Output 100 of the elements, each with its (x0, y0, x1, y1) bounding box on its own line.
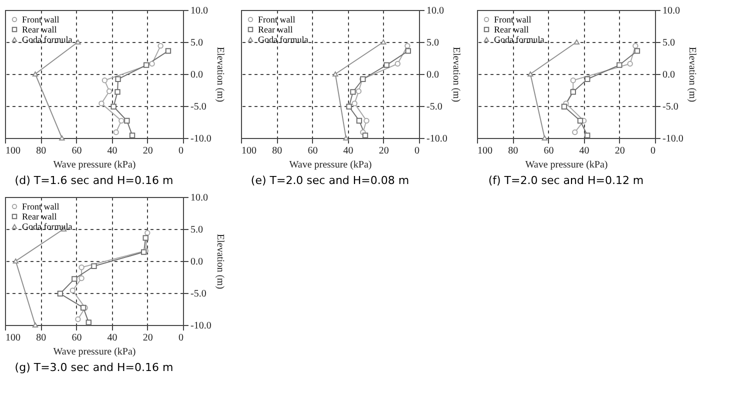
point (70, 288, 76, 294)
point (75, 39, 81, 45)
point (98, 100, 104, 106)
x-tick-label: 60 (308, 146, 318, 156)
x-axis-title: Wave pressure (kPa) (525, 160, 608, 170)
point (143, 62, 150, 68)
point (584, 132, 590, 138)
point (113, 129, 119, 136)
x-axis-title: Wave pressure (kPa) (53, 346, 136, 358)
point (616, 62, 622, 68)
x-tick-label: 40 (579, 146, 590, 156)
y-tick-label: 5.0 (190, 224, 203, 236)
x-tick-label: 20 (142, 146, 153, 156)
y-tick-label: 0.0 (190, 256, 203, 268)
text: (d) T=1.6 sec and H=0.16 m (14, 174, 174, 187)
y-tick-label: -10.0 (662, 134, 684, 144)
point (380, 39, 386, 45)
legend-label: Rear wall (494, 24, 530, 34)
x-tick-label: 20 (614, 146, 625, 156)
point (343, 135, 349, 141)
x-tick-label: 100 (478, 146, 492, 156)
point (356, 88, 362, 94)
point (110, 104, 116, 110)
point (91, 263, 97, 269)
x-tick-label: 80 (36, 332, 46, 344)
x-tick-label: 100 (6, 146, 20, 156)
y-tick-label: -5.0 (426, 102, 442, 112)
point (350, 89, 356, 95)
x-tick-label: 100 (6, 332, 20, 344)
y-tick-label: 10.0 (190, 6, 208, 16)
y-tick-label: -5.0 (190, 102, 206, 112)
legend-label: Rear wall (258, 24, 294, 34)
point (384, 62, 390, 68)
y-tick-label: 5.0 (190, 38, 203, 48)
x-axis-title: Wave pressure (kPa) (289, 160, 372, 170)
point (356, 118, 362, 124)
y-tick-label: 0.0 (662, 70, 675, 80)
point (72, 276, 78, 282)
y-tick-label: 10.0 (662, 6, 680, 16)
point (78, 264, 84, 270)
point (158, 43, 164, 49)
legend-label: Rear wall (22, 212, 58, 222)
point (572, 129, 578, 136)
point (149, 60, 155, 67)
y-tick-label: 5.0 (662, 38, 675, 48)
x-tick-label: 40 (107, 332, 118, 344)
point (102, 78, 108, 84)
x-tick-label: 80 (36, 146, 46, 156)
point (404, 43, 410, 49)
legend-label: Front wall (258, 14, 296, 24)
point (561, 104, 568, 110)
point (12, 258, 19, 264)
x-tick-label: 60 (72, 146, 82, 156)
y-tick-label: 5.0 (426, 38, 439, 48)
point (129, 132, 136, 138)
point (574, 39, 580, 45)
point (332, 71, 338, 77)
point (59, 135, 65, 141)
legend-label: Goda formula (494, 34, 544, 44)
point (106, 88, 112, 94)
text: (f) T=2.0 sec and H=0.12 m (488, 174, 644, 187)
point (57, 290, 64, 296)
y-axis-title: Elevation (m) (450, 46, 462, 102)
y-axis-title: Elevation (m) (686, 46, 698, 102)
y-tick-label: -10.0 (426, 134, 448, 144)
point (577, 118, 584, 124)
y-axis-title: Elevation (m) (214, 46, 226, 102)
y-tick-label: -10.0 (190, 134, 212, 144)
x-tick-label: 40 (107, 146, 118, 156)
point (115, 76, 121, 82)
point (86, 320, 92, 326)
point (405, 48, 411, 54)
point (570, 78, 576, 84)
y-tick-label: -5.0 (662, 102, 678, 112)
y-axis-title: Elevation (m) (214, 234, 226, 290)
point (634, 48, 640, 54)
point (352, 100, 358, 106)
legend-label: Rear wall (22, 24, 58, 34)
y-tick-label: 0.0 (190, 70, 203, 80)
point (528, 71, 534, 77)
y-tick-label: 10.0 (190, 192, 208, 204)
x-tick-label: 60 (72, 332, 82, 344)
x-axis-title: Wave pressure (kPa) (53, 160, 136, 170)
point (144, 230, 150, 236)
x-tick-label: 20 (142, 332, 153, 344)
point (32, 322, 38, 328)
point (364, 118, 370, 124)
legend-label: Front wall (494, 14, 532, 24)
point (32, 71, 38, 77)
y-tick-label: 0.0 (426, 70, 439, 80)
x-tick-label: 0 (178, 332, 184, 344)
point (362, 132, 368, 138)
point (627, 60, 633, 67)
text: (g) T=3.0 sec and H=0.16 m (14, 361, 174, 374)
point (78, 275, 84, 282)
y-tick-label: 10.0 (426, 6, 444, 16)
point (542, 135, 548, 141)
x-tick-label: 0 (650, 146, 656, 156)
point (75, 316, 81, 322)
point (584, 76, 590, 82)
